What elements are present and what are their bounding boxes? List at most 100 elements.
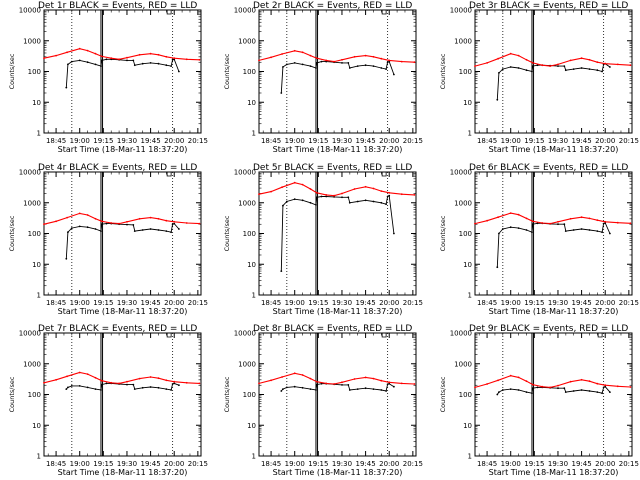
events-series-point — [149, 386, 152, 388]
lld-series-point — [55, 54, 57, 57]
events-series — [496, 62, 611, 101]
y-tick-label: 1000 — [23, 360, 41, 368]
events-series-point — [341, 62, 343, 64]
events-series-point — [385, 203, 387, 206]
events-series-point — [557, 65, 559, 67]
events-series-point — [536, 386, 539, 389]
events-series-point — [165, 64, 168, 67]
events-series-point — [563, 387, 566, 390]
x-tick-label: 19:30 — [548, 137, 568, 145]
events-series-point — [386, 195, 389, 198]
events-series — [280, 194, 395, 272]
x-tick-label: 19:00 — [70, 299, 90, 307]
events-series-point — [531, 223, 534, 226]
x-tick-label: 19:30 — [117, 460, 137, 468]
lld-series-point — [353, 55, 356, 58]
lld-series-point — [281, 53, 283, 55]
x-tick-label: 18:45 — [261, 460, 281, 468]
events-series-point — [385, 68, 387, 70]
y-tick-label: 10 — [32, 422, 41, 430]
events-series-point — [372, 65, 375, 67]
y-tick-label: 100 — [243, 230, 256, 238]
events-series-point — [170, 65, 173, 67]
lld-series-point — [78, 371, 81, 374]
events-series-point — [141, 386, 144, 389]
lld-series-point — [157, 217, 160, 220]
events-series-point — [564, 391, 567, 393]
events-series-point — [320, 60, 323, 63]
events-series-point — [70, 227, 73, 230]
x-tick-label: 19:00 — [501, 137, 521, 145]
plot-frame — [258, 332, 417, 457]
y-axis-label: Counts/sec — [439, 376, 447, 412]
lld-series-point — [43, 57, 45, 60]
y-tick-label: 1000 — [454, 37, 472, 45]
events-series-point — [531, 392, 533, 395]
lld-series-point — [497, 216, 499, 219]
lld-series-point — [509, 52, 512, 55]
events-series-point — [78, 225, 81, 228]
lld-series-point — [86, 49, 89, 52]
x-tick-label: 19:15 — [93, 460, 113, 468]
lld-series-point — [353, 378, 356, 380]
lld-series-point — [557, 220, 559, 223]
x-tick-label: 20:00 — [379, 460, 399, 468]
events-series-point — [496, 98, 499, 101]
lld-series-point — [293, 49, 296, 52]
top-bracket-marker — [166, 172, 172, 177]
x-tick-label: 20:00 — [595, 137, 615, 145]
x-tick-label: 19:30 — [117, 137, 137, 145]
lld-series-line — [43, 212, 200, 225]
x-tick-label: 19:30 — [332, 137, 352, 145]
y-tick-label: 100 — [28, 68, 41, 76]
lld-series-point — [497, 379, 499, 382]
events-series-point — [386, 383, 389, 386]
lld-series-line — [43, 371, 200, 384]
lld-series-point — [364, 185, 367, 188]
events-series-point — [94, 388, 97, 390]
y-tick-label: 1000 — [454, 360, 472, 368]
events-series-point — [588, 68, 591, 70]
x-tick-label: 19:00 — [70, 137, 90, 145]
events-series-point — [386, 61, 389, 64]
y-axis-label: Counts/sec — [223, 53, 231, 89]
events-series-point — [141, 229, 144, 231]
lld-series — [43, 212, 201, 226]
chart-title: Det 9r BLACK = Events, RED = LLD — [469, 324, 628, 334]
events-series-point — [588, 390, 591, 392]
lld-series-point — [474, 65, 476, 67]
lld-series-point — [270, 379, 272, 382]
events-series-point — [596, 69, 599, 72]
x-tick-label: 19:30 — [117, 299, 137, 307]
lld-series-point — [43, 223, 45, 226]
lld-series-point — [149, 216, 152, 219]
x-axis-label: Start Time (18-Mar-11 18:37:20) — [489, 145, 619, 154]
chart-title: Det 5r BLACK = Events, RED = LLD — [253, 163, 412, 173]
lld-series-point — [616, 385, 619, 388]
lld-series-point — [309, 188, 312, 190]
lld-series-point — [138, 53, 141, 56]
lld-series-point — [380, 379, 383, 382]
events-series-point — [347, 196, 350, 199]
events-series-point — [348, 389, 351, 391]
events-series-point — [280, 390, 283, 392]
lld-series-point — [55, 378, 57, 381]
lld-series-point — [588, 380, 591, 383]
x-tick-label: 20:15 — [619, 299, 639, 307]
lld-series — [43, 47, 201, 61]
lld-series-point — [388, 59, 391, 62]
x-tick-label: 19:45 — [571, 299, 591, 307]
events-series-point — [572, 229, 575, 231]
lld-series-point — [43, 381, 45, 384]
chart-panel-4: Det 4r BLACK = Events, RED = LLD 1 10 100 10… — [8, 163, 208, 316]
x-tick-label: 19:00 — [285, 299, 305, 307]
events-series-line — [280, 383, 395, 392]
lld-series-point — [604, 220, 607, 223]
x-tick-label: 19:15 — [524, 460, 544, 468]
lld-series-point — [270, 190, 272, 193]
events-series-point — [393, 232, 395, 235]
y-tick-label: 10 — [463, 99, 472, 107]
events-series-point — [602, 386, 605, 389]
lld-series-point — [517, 376, 520, 379]
lld-series-point — [281, 186, 283, 189]
